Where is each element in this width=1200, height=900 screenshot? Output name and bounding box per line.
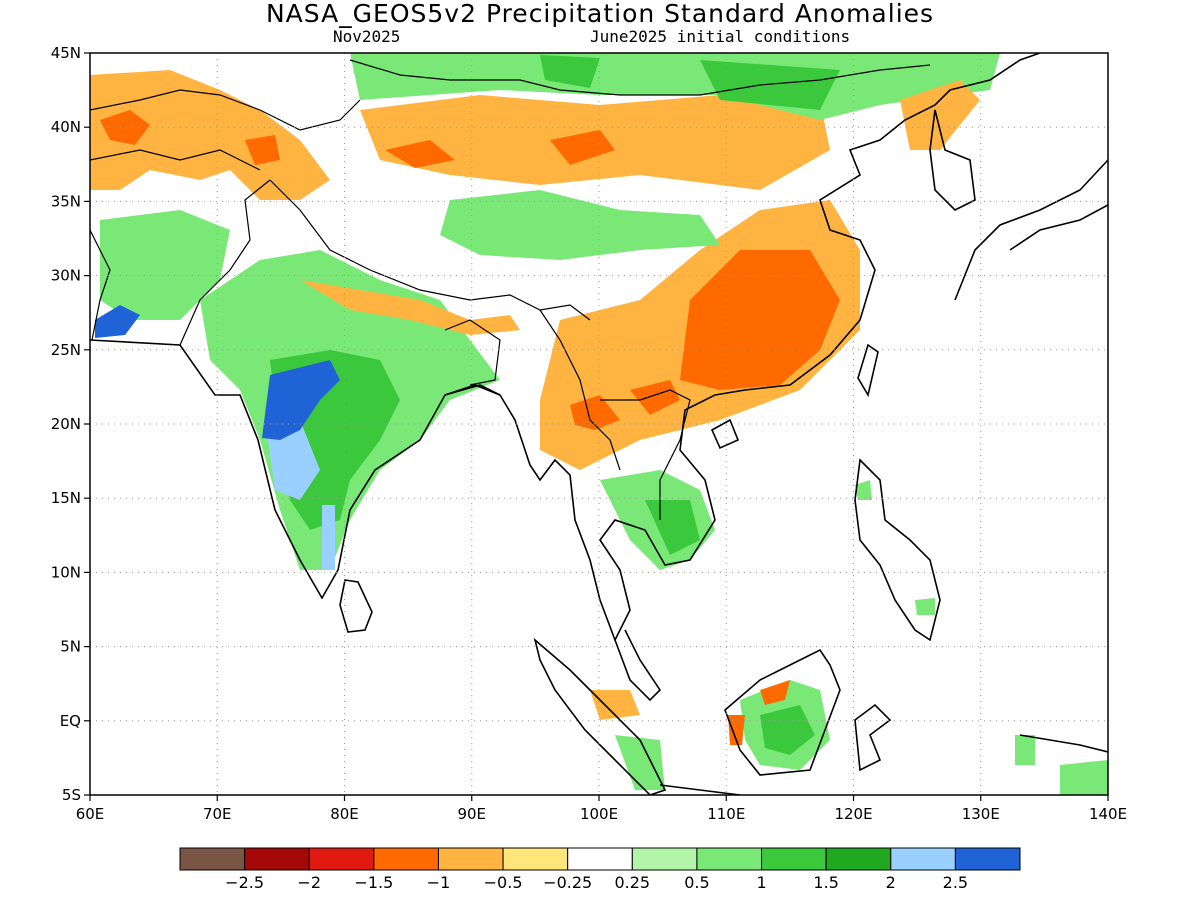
colorbar-swatch (890, 847, 956, 871)
lat-tick-label: 35N (51, 192, 81, 210)
border-iran (90, 229, 111, 341)
lon-tick-label: 120E (834, 805, 872, 823)
lon-tick-label: 100E (580, 805, 618, 823)
lat-tick-label: 5S (62, 786, 81, 804)
colorbar-swatch (631, 847, 698, 871)
colorbar-label: −1.5 (354, 873, 393, 892)
lon-tick-label: 90E (457, 805, 486, 823)
coastline-sulawesi (854, 703, 892, 772)
coastline-korea (929, 109, 976, 211)
lon-tick-label: 80E (330, 805, 359, 823)
coastline-java (659, 784, 741, 795)
anomaly-dry-northwest-core (100, 110, 280, 165)
colorbar-swatch (954, 847, 1021, 871)
anomaly-wet-borneo-core (760, 705, 815, 755)
colorbar-swatch (373, 847, 439, 871)
anomaly-very-wet-india (262, 360, 340, 440)
border-himalaya (269, 179, 591, 321)
lat-tick-label: 40N (51, 118, 81, 136)
colorbar-label: −2 (297, 873, 321, 892)
lat-tick-label: 30N (51, 267, 81, 285)
border-india-pakistan (179, 179, 271, 346)
country-borders (90, 59, 931, 520)
colorbar-swatch (308, 847, 375, 871)
lat-tick-label: 45N (51, 44, 81, 62)
colorbar-swatch (696, 847, 763, 871)
anomaly-wet-mongolia (350, 53, 1000, 120)
lon-tick-label: 110E (707, 805, 745, 823)
colorbar-swatch (502, 847, 569, 871)
colorbar-swatch (567, 847, 633, 871)
coastline-sri-lanka (339, 579, 373, 633)
lat-tick-label: 5N (60, 638, 81, 656)
anomaly-dry-sumatra (590, 690, 640, 720)
map-grid (90, 53, 1108, 795)
coastline-new-guinea (1019, 734, 1108, 753)
initial-conditions: June2025 initial conditions (590, 27, 851, 46)
anomaly-dry-himalaya (300, 280, 520, 335)
colorbar-label: −0.5 (484, 873, 523, 892)
border-bangladesh (444, 319, 501, 386)
map-title: NASA_GEOS5v2 Precipitation Standard Anom… (265, 0, 935, 28)
anomaly-dry-tibet-inner (385, 130, 615, 168)
colorbar-label: 0.5 (684, 873, 709, 892)
border-afghanistan (90, 149, 261, 171)
lon-tick-label: 140E (1089, 805, 1127, 823)
colorbar-swatch (761, 847, 827, 871)
axis-ticks: 60E 70E 80E 90E 100E 110E 120E 130E 140E 5S EQ 5N 10… (51, 44, 1127, 823)
colorbar-label: 0.25 (614, 873, 650, 892)
coastline-philippines (854, 458, 941, 642)
lon-tick-label: 70E (203, 805, 232, 823)
colorbar-swatch (825, 847, 892, 871)
colorbar-label: 1 (756, 873, 766, 892)
coastline-japan (954, 159, 1108, 301)
border-central-asia (90, 89, 361, 131)
colorbar-label: 2.5 (943, 873, 968, 892)
lat-tick-label: 20N (51, 415, 81, 433)
anomaly-field (90, 53, 1108, 795)
coastline-malay-peninsula (614, 629, 662, 702)
colorbar-label: 2 (886, 873, 896, 892)
colorbar-swatch (244, 847, 310, 871)
coastline-hainan (710, 418, 740, 450)
lon-tick-label: 130E (962, 805, 1000, 823)
anomaly-dry-korea (900, 80, 980, 150)
colorbar-label: −2.5 (225, 873, 264, 892)
anomaly-dry-indochina (570, 380, 680, 430)
coastline-taiwan (857, 343, 879, 398)
anomaly-wet-tibet (440, 190, 720, 260)
border-indochina (600, 389, 691, 520)
colorbar-swatch (437, 847, 504, 871)
colorbar-swatch (179, 847, 246, 871)
anomaly-wet-new-guinea (1015, 735, 1108, 795)
anomaly-wet-philippines (855, 480, 935, 615)
lat-tick-label: 10N (51, 563, 81, 581)
anomaly-wet-indochina-core (645, 500, 700, 555)
anomaly-dry-northwest (90, 70, 330, 200)
colorbar-label: 1.5 (813, 873, 838, 892)
lat-tick-label: EQ (60, 712, 81, 730)
colorbar-label: −0.25 (543, 873, 592, 892)
anomaly-dry-borneo (728, 680, 790, 745)
coastline-bay-of-bengal (444, 384, 501, 396)
anomaly-wet-mongolia-core (540, 55, 840, 110)
border-china-mongolia (349, 59, 931, 96)
colorbar-label: −1 (427, 873, 451, 892)
coastline-borneo (724, 648, 841, 776)
lat-tick-label: 25N (51, 341, 81, 359)
lon-tick-label: 60E (76, 805, 105, 823)
coastline-sumatra (533, 637, 667, 795)
anomaly-wet-sumatra (615, 735, 665, 790)
anomaly-very-wet-pakistan (95, 305, 140, 338)
anomaly-wet-pakistan (100, 210, 230, 320)
coastline-asia-mainland (90, 53, 1041, 642)
anomaly-very-wet-india-light (265, 420, 335, 570)
forecast-month: Nov2025 (333, 27, 401, 46)
colorbar: −2.5 −2 −1.5 −1 −0.5 −0.25 0.25 0.5 1 1.5 2 2.5 (179, 847, 1021, 892)
border-myanmar (539, 309, 621, 471)
coastlines (90, 53, 1108, 795)
anomaly-dry-south-china (680, 250, 840, 390)
lat-tick-label: 15N (51, 489, 81, 507)
